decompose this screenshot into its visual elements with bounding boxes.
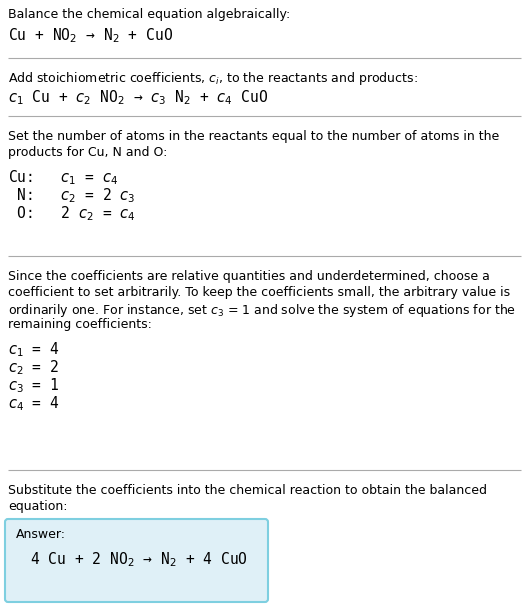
Text: Cu:   $c_1$ = $c_4$: Cu: $c_1$ = $c_4$ xyxy=(8,168,118,187)
Text: $c_4$ = 4: $c_4$ = 4 xyxy=(8,394,59,413)
Text: Add stoichiometric coefficients, $c_i$, to the reactants and products:: Add stoichiometric coefficients, $c_i$, … xyxy=(8,70,418,87)
Text: coefficient to set arbitrarily. To keep the coefficients small, the arbitrary va: coefficient to set arbitrarily. To keep … xyxy=(8,286,510,299)
Text: N:   $c_2$ = 2 $c_3$: N: $c_2$ = 2 $c_3$ xyxy=(8,186,135,205)
Text: products for Cu, N and O:: products for Cu, N and O: xyxy=(8,146,167,159)
Text: Set the number of atoms in the reactants equal to the number of atoms in the: Set the number of atoms in the reactants… xyxy=(8,130,499,143)
Text: equation:: equation: xyxy=(8,500,68,513)
Text: Balance the chemical equation algebraically:: Balance the chemical equation algebraica… xyxy=(8,8,290,21)
Text: Substitute the coefficients into the chemical reaction to obtain the balanced: Substitute the coefficients into the che… xyxy=(8,484,487,497)
Text: remaining coefficients:: remaining coefficients: xyxy=(8,318,152,331)
FancyBboxPatch shape xyxy=(5,519,268,602)
Text: $c_3$ = 1: $c_3$ = 1 xyxy=(8,376,59,395)
Text: $c_2$ = 2: $c_2$ = 2 xyxy=(8,358,59,377)
Text: Since the coefficients are relative quantities and underdetermined, choose a: Since the coefficients are relative quan… xyxy=(8,270,490,283)
Text: Cu + NO$_2$ → N$_2$ + CuO: Cu + NO$_2$ → N$_2$ + CuO xyxy=(8,26,173,45)
Text: 4 Cu + 2 NO$_2$ → N$_2$ + 4 CuO: 4 Cu + 2 NO$_2$ → N$_2$ + 4 CuO xyxy=(30,550,248,569)
Text: Answer:: Answer: xyxy=(16,528,66,541)
Text: ordinarily one. For instance, set $c_3$ = 1 and solve the system of equations fo: ordinarily one. For instance, set $c_3$ … xyxy=(8,302,516,319)
Text: $c_1$ = 4: $c_1$ = 4 xyxy=(8,340,59,359)
Text: O:   2 $c_2$ = $c_4$: O: 2 $c_2$ = $c_4$ xyxy=(8,204,136,223)
Text: $c_1$ Cu + $c_2$ NO$_2$ → $c_3$ N$_2$ + $c_4$ CuO: $c_1$ Cu + $c_2$ NO$_2$ → $c_3$ N$_2$ + … xyxy=(8,88,268,107)
